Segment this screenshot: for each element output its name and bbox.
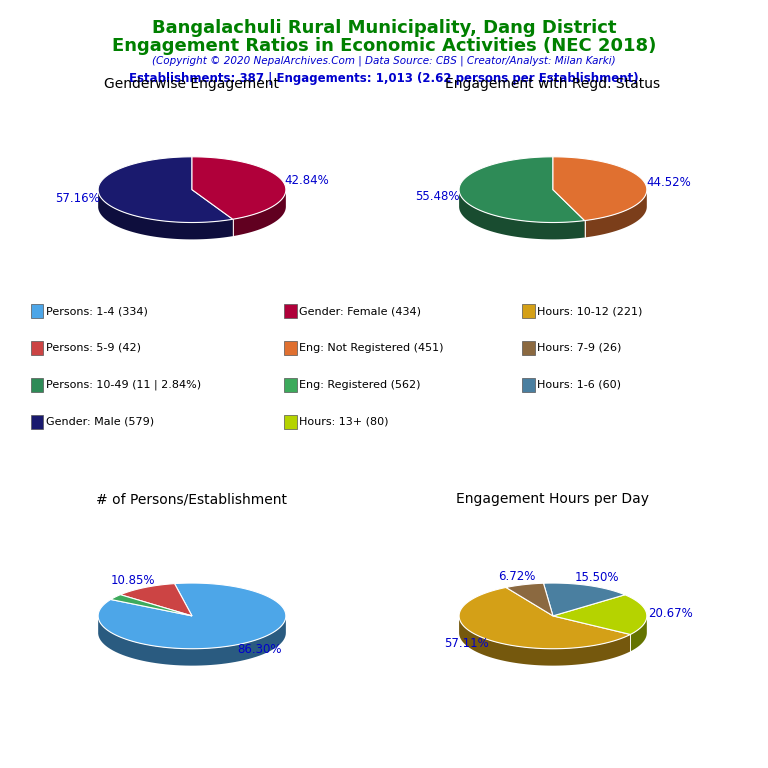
Polygon shape	[98, 616, 286, 666]
Polygon shape	[459, 588, 631, 649]
Text: Persons: 10-49 (11 | 2.84%): Persons: 10-49 (11 | 2.84%)	[46, 379, 201, 390]
Text: Eng: Registered (562): Eng: Registered (562)	[300, 379, 421, 390]
Text: 10.85%: 10.85%	[111, 574, 155, 587]
Text: Gender: Female (434): Gender: Female (434)	[300, 306, 422, 316]
Text: 15.50%: 15.50%	[574, 571, 619, 584]
Text: (Copyright © 2020 NepalArchives.Com | Data Source: CBS | Creator/Analyst: Milan : (Copyright © 2020 NepalArchives.Com | Da…	[152, 55, 616, 66]
Text: 44.52%: 44.52%	[646, 176, 691, 189]
Polygon shape	[121, 584, 192, 616]
Text: 20.67%: 20.67%	[647, 607, 693, 621]
Polygon shape	[544, 583, 625, 616]
Polygon shape	[631, 616, 647, 651]
Polygon shape	[459, 616, 631, 666]
Polygon shape	[506, 583, 553, 616]
Text: Hours: 13+ (80): Hours: 13+ (80)	[300, 416, 389, 427]
Text: Gender: Male (579): Gender: Male (579)	[46, 416, 154, 427]
Text: 42.84%: 42.84%	[284, 174, 329, 187]
Polygon shape	[553, 157, 647, 220]
Text: Hours: 7-9 (26): Hours: 7-9 (26)	[538, 343, 622, 353]
Text: 55.48%: 55.48%	[415, 190, 459, 204]
Text: 6.72%: 6.72%	[498, 571, 535, 584]
Text: Establishments: 387 | Engagements: 1,013 (2.62 persons per Establishment): Establishments: 387 | Engagements: 1,013…	[129, 72, 639, 85]
Text: 86.30%: 86.30%	[237, 643, 282, 656]
Polygon shape	[98, 157, 233, 223]
Text: 57.16%: 57.16%	[55, 192, 100, 205]
Polygon shape	[111, 594, 192, 616]
Text: 57.11%: 57.11%	[445, 637, 489, 650]
Text: Engagement Hours per Day: Engagement Hours per Day	[456, 492, 650, 506]
Polygon shape	[459, 190, 584, 240]
Polygon shape	[98, 190, 233, 240]
Polygon shape	[459, 157, 584, 223]
Text: # of Persons/Establishment: # of Persons/Establishment	[97, 492, 287, 506]
Text: Hours: 10-12 (221): Hours: 10-12 (221)	[538, 306, 643, 316]
Text: Eng: Not Registered (451): Eng: Not Registered (451)	[300, 343, 444, 353]
Text: Engagement with Regd. Status: Engagement with Regd. Status	[445, 78, 660, 91]
Text: Persons: 5-9 (42): Persons: 5-9 (42)	[46, 343, 141, 353]
Text: Persons: 1-4 (334): Persons: 1-4 (334)	[46, 306, 147, 316]
Text: Hours: 1-6 (60): Hours: 1-6 (60)	[538, 379, 621, 390]
Text: Engagement Ratios in Economic Activities (NEC 2018): Engagement Ratios in Economic Activities…	[112, 37, 656, 55]
Polygon shape	[192, 157, 286, 219]
Polygon shape	[584, 190, 647, 237]
Polygon shape	[233, 190, 286, 236]
Polygon shape	[98, 583, 286, 649]
Text: Bangalachuli Rural Municipality, Dang District: Bangalachuli Rural Municipality, Dang Di…	[152, 19, 616, 37]
Polygon shape	[553, 594, 647, 634]
Text: Genderwise Engagement: Genderwise Engagement	[104, 78, 280, 91]
